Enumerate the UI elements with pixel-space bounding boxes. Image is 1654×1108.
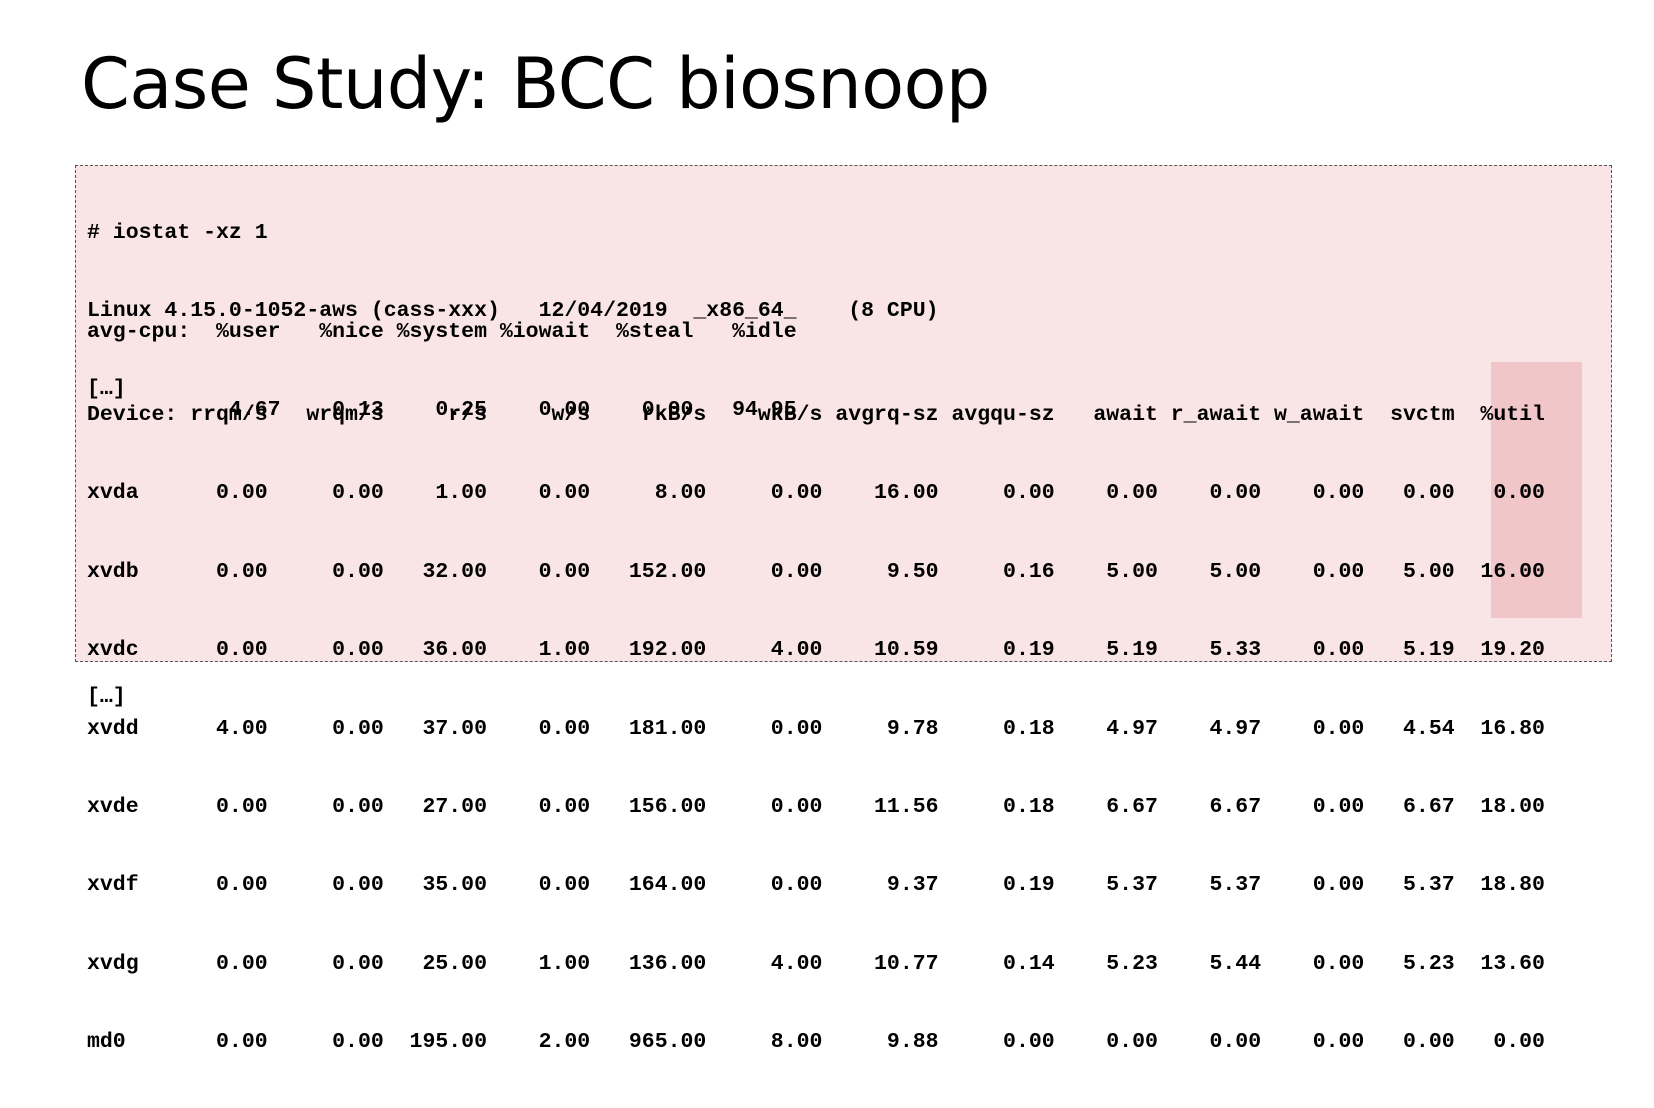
device-row-xvdd: xvdd 4.00 0.00 37.00 0.00 181.00 0.00 9.… [87, 716, 1545, 741]
device-row-xvdb: xvdb 0.00 0.00 32.00 0.00 152.00 0.00 9.… [87, 559, 1545, 584]
ellipsis-top: […] [87, 377, 126, 401]
device-row-xvde: xvde 0.00 0.00 27.00 0.00 156.00 0.00 11… [87, 794, 1545, 819]
cpu-header-line: avg-cpu: %user %nice %system %iowait %st… [87, 320, 797, 344]
device-row-xvdc: xvdc 0.00 0.00 36.00 1.00 192.00 4.00 10… [87, 638, 1545, 663]
terminal-output-box: # iostat -xz 1 Linux 4.15.0-1052-aws (ca… [75, 165, 1612, 1054]
cpu-values-line: 4.67 0.13 0.25 0.00 0.00 94.95 [87, 398, 797, 422]
terminal-preamble: # iostat -xz 1 Linux 4.15.0-1052-aws (ca… [87, 168, 939, 454]
device-table: Device: rrqm/s wrqm/s r/s w/s rkB/s wkB/… [87, 350, 1545, 1108]
util-column-highlight [1491, 362, 1582, 618]
device-row-xvdf: xvdf 0.00 0.00 35.00 0.00 164.00 0.00 9.… [87, 873, 1545, 898]
device-row-md0: md0 0.00 0.00 195.00 2.00 965.00 8.00 9.… [87, 1030, 1545, 1055]
device-row-xvdg: xvdg 0.00 0.00 25.00 1.00 136.00 4.00 10… [87, 951, 1545, 976]
system-info-line: Linux 4.15.0-1052-aws (cass-xxx) 12/04/2… [87, 299, 939, 323]
device-row-xvda: xvda 0.00 0.00 1.00 0.00 8.00 0.00 16.00… [87, 481, 1545, 506]
cpu-stats: avg-cpu: %user %nice %system %iowait %st… [87, 267, 797, 475]
command-line: # iostat -xz 1 [87, 221, 268, 245]
device-header-line: Device: rrqm/s wrqm/s r/s w/s rkB/s wkB/… [87, 403, 1545, 427]
terminal-footer: […] [87, 632, 139, 762]
ellipsis-bottom: […] [87, 685, 126, 709]
slide-title: Case Study: BCC biosnoop [81, 43, 990, 125]
